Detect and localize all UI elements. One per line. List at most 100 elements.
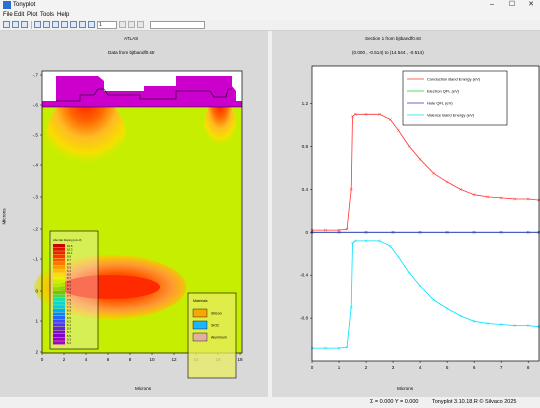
- data-point-valence-band: [513, 324, 517, 328]
- data-point-valence-band: [353, 239, 357, 243]
- data-point-conduction-band: [324, 228, 327, 232]
- chart-x-axis-label: Microns: [397, 386, 414, 391]
- maximize-button[interactable]: ☐: [508, 1, 516, 8]
- data-point-conduction-band: [445, 180, 449, 184]
- minimize-button[interactable]: –: [490, 1, 494, 8]
- chart-x-tick-label: 4: [419, 365, 422, 370]
- close-button[interactable]: ✕: [528, 1, 534, 8]
- chart-title: Section 1 from bjtbandf0.str: [365, 36, 422, 41]
- chart-subtitle: (0.000 , -0.514) to (14.544 , -0.514): [352, 50, 424, 55]
- structure-plot-panel[interactable]: ATLAS Data from bjtbandf0.str Microns Mi…: [0, 31, 268, 397]
- chart-x-tick-label: 0: [311, 365, 314, 370]
- chart-border: [311, 65, 540, 362]
- data-point-hole-qfl: [391, 230, 395, 234]
- y-tick: -.1: [33, 257, 39, 262]
- chart-x-tick-label: 3: [392, 365, 395, 370]
- y-tick: -.3: [33, 195, 39, 200]
- band-diagram-chart: 0 1 2 3 4 5 6 7 8 1.2 0.8 0.4 0 -0.4 -0.8 Conduction …: [300, 65, 540, 370]
- doping-legend-swatch: [53, 265, 65, 269]
- cutline-plot-panel[interactable]: Section 1 from bjtbandf0.str (0.000 , -0…: [272, 31, 540, 397]
- chart-y-ticks: 1.2 0.8 0.4 0 -0.4 -0.8: [300, 101, 312, 321]
- doping-legend-value: 7.5: [67, 298, 71, 302]
- data-point-conduction-band: [499, 196, 503, 200]
- doping-legend-value: 8.5: [67, 280, 71, 284]
- doping-legend-swatch: [53, 258, 65, 262]
- cutline-icon[interactable]: [137, 21, 144, 28]
- x-tick: 4: [85, 357, 88, 362]
- chart-x-tick-label: 1: [338, 365, 341, 370]
- ruler-icon[interactable]: [119, 21, 126, 28]
- data-point-hole-qfl: [499, 230, 503, 234]
- doping-legend-value: 10.1: [67, 251, 73, 255]
- print-icon[interactable]: [21, 21, 28, 28]
- chart-y-tick-label: 0: [305, 230, 308, 235]
- toolbar-separator: [31, 21, 32, 29]
- menu-tools[interactable]: Tools: [40, 12, 55, 18]
- material-label-sio2: SiO2: [211, 324, 219, 328]
- doping-legend-value: 6.7: [67, 312, 71, 316]
- x-tick: 8: [129, 357, 132, 362]
- series-line-conduction-band: [312, 113, 540, 231]
- zoom-select[interactable]: 1: [97, 21, 117, 29]
- menu-help[interactable]: Help: [57, 12, 70, 18]
- data-point-conduction-band: [486, 195, 490, 199]
- y-tick: -.4: [33, 163, 39, 168]
- doping-legend-value: 9.3: [67, 265, 71, 269]
- doping-legend-value: 8.9: [67, 273, 71, 277]
- probe-icon[interactable]: [128, 21, 135, 28]
- menu-plot[interactable]: Plot: [27, 12, 38, 18]
- zoom-in-icon[interactable]: [70, 21, 77, 28]
- doping-legend-swatch: [53, 298, 65, 302]
- data-point-valence-band: [445, 306, 449, 310]
- cross-hair-icon[interactable]: [61, 21, 68, 28]
- doping-legend-value: 5.1: [67, 341, 71, 345]
- doping-legend-swatch: [53, 337, 65, 341]
- x-axis-label: Microns: [135, 386, 152, 391]
- doping-legend-value: 10.5: [67, 244, 73, 248]
- zoom-out-icon[interactable]: [79, 21, 86, 28]
- plot-select[interactable]: [150, 21, 205, 29]
- y-tick: 2: [35, 350, 38, 355]
- doping-legend-value: 9.7: [67, 258, 71, 262]
- window-title: Tonyplot: [13, 2, 36, 8]
- doping-legend-swatch: [53, 308, 65, 312]
- doping-legend-swatch: [53, 326, 65, 330]
- oxide-outline: [56, 88, 232, 102]
- doping-legend-swatch: [53, 316, 65, 320]
- doping-legend-title: Abs Net Doping (cm-3): [53, 238, 82, 242]
- x-tick: 0: [41, 357, 44, 362]
- data-point-valence-band: [418, 284, 422, 288]
- doping-legend-value: 8.7: [67, 276, 71, 280]
- menu-edit[interactable]: Edit: [14, 12, 25, 18]
- data-point-conduction-band: [526, 197, 530, 201]
- emitter-region: [46, 94, 126, 184]
- chart-series-group: [310, 112, 540, 350]
- panel-divider[interactable]: [268, 31, 272, 397]
- status-bar: Σ = 0.000 Υ = 0.000 Tonyplot 3.10.18.R ©…: [0, 397, 540, 408]
- doping-legend-swatch: [53, 276, 65, 280]
- data-point-valence-band: [486, 321, 490, 325]
- doping-legend-swatch: [53, 262, 65, 266]
- data-point-valence-band: [337, 346, 341, 350]
- data-point-conduction-band: [378, 112, 382, 116]
- chart-y-tick-label: 1.2: [302, 101, 309, 106]
- zoom-fit-icon[interactable]: [88, 21, 95, 28]
- chart-y-tick-label: 0.4: [302, 187, 309, 192]
- paste-icon[interactable]: [43, 21, 50, 28]
- save-icon[interactable]: [12, 21, 19, 28]
- material-label-aluminum: Aluminum: [211, 336, 227, 340]
- chart-y-tick-label: -0.4: [300, 273, 308, 278]
- open-icon[interactable]: [3, 21, 10, 28]
- data-point-conduction-band: [351, 114, 355, 118]
- chart-x-tick-label: 6: [473, 365, 476, 370]
- doping-legend-swatch: [53, 294, 65, 298]
- export-icon[interactable]: [52, 21, 59, 28]
- chart-y-tick-label: 0.8: [302, 144, 309, 149]
- data-point-valence-band: [407, 271, 411, 275]
- material-swatch-aluminum: [192, 332, 208, 342]
- data-point-conduction-band: [513, 197, 517, 201]
- doping-legend-swatch: [53, 287, 65, 291]
- menu-file[interactable]: File: [3, 12, 13, 18]
- copy-icon[interactable]: [34, 21, 41, 28]
- data-point-valence-band: [364, 239, 368, 243]
